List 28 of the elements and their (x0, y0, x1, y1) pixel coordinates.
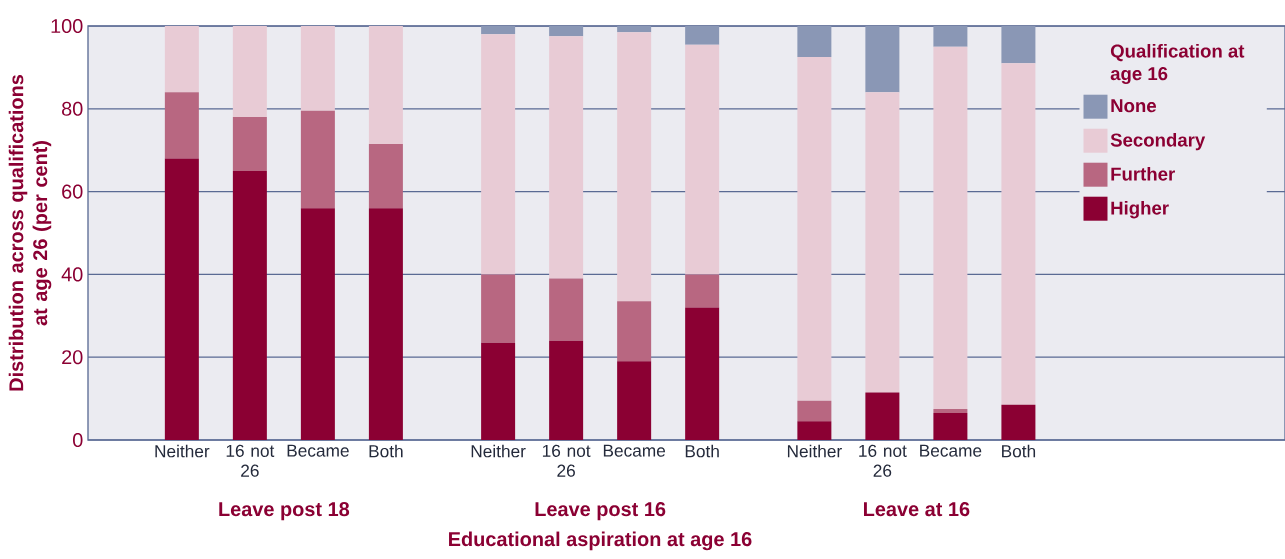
legend-label: None (1111, 99, 1157, 113)
x-tick-label: Became (287, 444, 349, 457)
text: Leave at 16 (864, 502, 970, 517)
y-tick-label: 100 (51, 18, 83, 34)
x-tick-label: 16 not 26 (226, 444, 275, 477)
x-tick-label: Became (603, 444, 666, 457)
y-axis-title: Distribution across qualifications at age 26 (per cent) (8, 74, 52, 391)
y-tick-label: 40 (61, 267, 83, 282)
x-tick-label: Neither (155, 444, 210, 458)
text: Leave post 18 (219, 502, 350, 521)
y-tick-label: 80 (62, 101, 83, 116)
text: Leave post 16 (535, 502, 666, 521)
legend-label: Secondary (1110, 132, 1206, 151)
legend-label: Further (1111, 166, 1175, 181)
x-axis-title: Educational aspiration at age 16 (449, 531, 752, 551)
x-tick-label: Both (369, 444, 403, 458)
y-tick-label: 20 (62, 350, 83, 365)
y-tick-label: 60 (62, 184, 83, 199)
x-tick-label: Became (920, 444, 982, 457)
y-tick-label: 0 (73, 432, 83, 448)
x-tick-label: Both (1002, 444, 1036, 458)
x-tick-label: 16 not 26 (542, 444, 591, 477)
x-tick-label: Neither (787, 444, 842, 458)
x-tick-label: Neither (471, 444, 526, 458)
legend-title: Qualification at age 16 (1110, 43, 1245, 84)
legend-label: Higher (1111, 200, 1169, 219)
x-tick-label: 16 not 26 (859, 444, 907, 477)
x-tick-label: Both (685, 444, 719, 458)
